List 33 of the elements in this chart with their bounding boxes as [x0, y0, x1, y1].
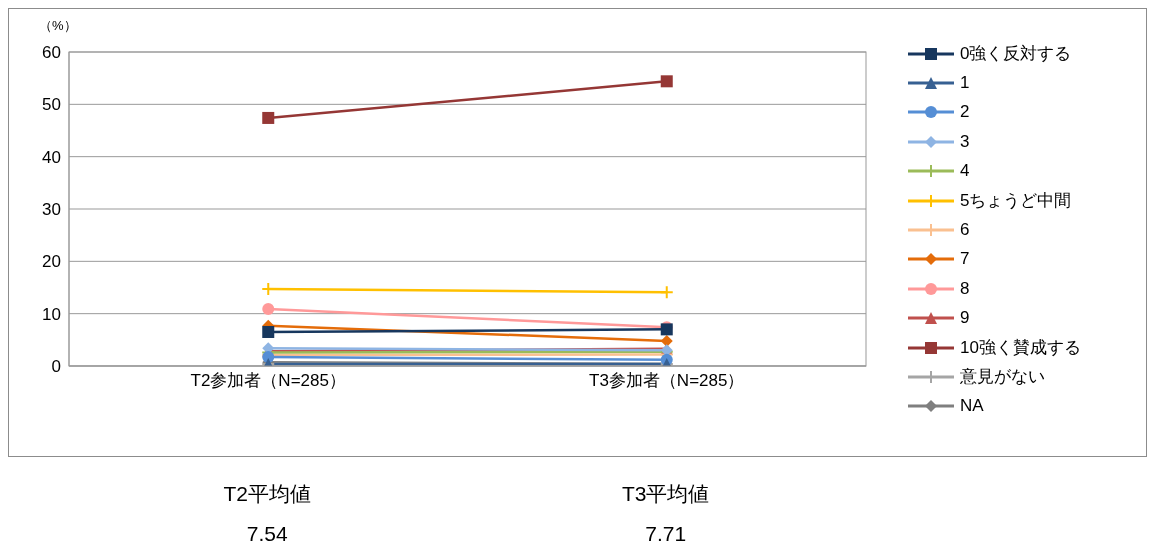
y-tick-label: 50	[42, 95, 61, 115]
legend-label: 2	[960, 102, 970, 123]
text: 7.54	[245, 522, 289, 546]
y-tick-label: 0	[51, 357, 61, 377]
point	[660, 75, 673, 88]
legend-label: 9	[960, 308, 970, 329]
x-tick-label: T2参加者（N=285）	[190, 371, 346, 391]
legend-label: 意見がない	[960, 366, 1045, 389]
legend-label: 8	[960, 278, 970, 299]
legend-label: NA	[960, 396, 984, 417]
point	[262, 325, 275, 338]
legend-label: 7	[960, 249, 970, 270]
legend-label: 5ちょうど中間	[960, 190, 1072, 213]
point	[660, 334, 673, 347]
y-tick-label: 20	[42, 252, 61, 272]
legend-label: 3	[960, 131, 970, 152]
point	[262, 111, 275, 124]
y-tick-label: 40	[42, 147, 61, 167]
y-tick-label: 10	[42, 304, 61, 324]
legend-label: 4	[960, 161, 970, 182]
point	[262, 302, 275, 315]
point	[659, 285, 674, 300]
text: 7.71	[644, 522, 688, 546]
text: T3平均値	[621, 481, 711, 507]
x-tick-label: T3参加者（N=285）	[589, 371, 745, 391]
legend-label: 10強く賛成する	[960, 337, 1081, 360]
text: T2平均値	[222, 481, 312, 507]
legend-label: 0強く反対する	[960, 43, 1072, 66]
y-tick-label: 60	[42, 43, 61, 63]
y-axis-title: （%）	[39, 17, 77, 35]
legend-label: 6	[960, 220, 970, 241]
legend-label: 1	[960, 73, 970, 94]
y-tick-label: 30	[42, 200, 61, 220]
